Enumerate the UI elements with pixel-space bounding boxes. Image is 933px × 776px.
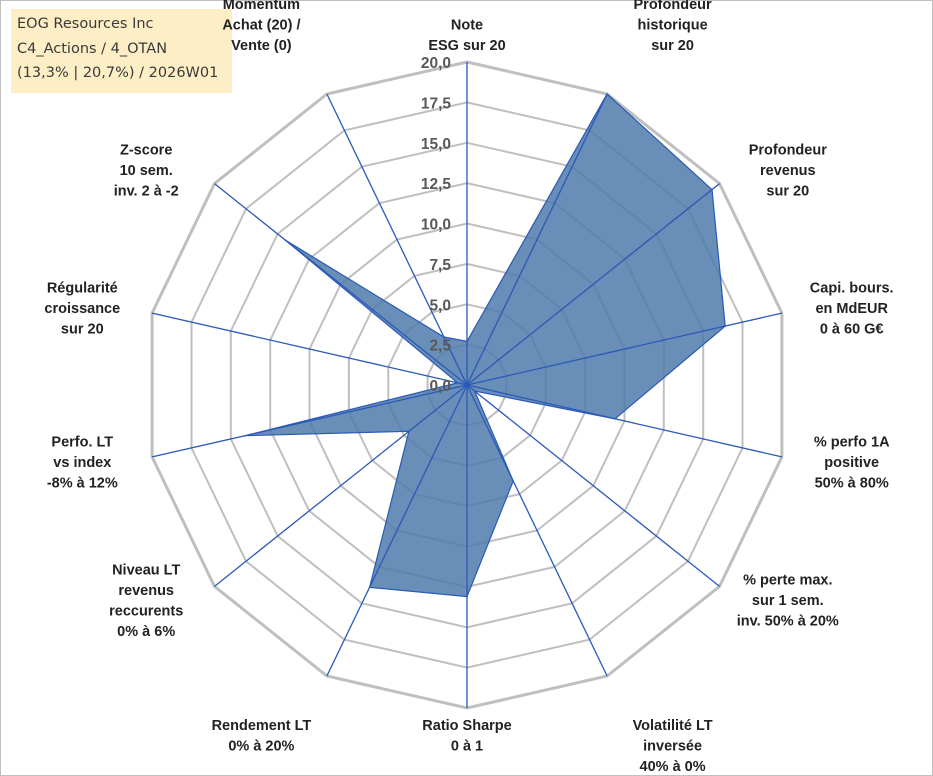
category-label-line: Note bbox=[451, 18, 483, 34]
category-label-line: Niveau LT bbox=[112, 562, 180, 578]
category-label-line: inv. 2 à -2 bbox=[114, 183, 179, 199]
category-label-line: croissance bbox=[44, 301, 120, 317]
category-label: Ratio Sharpe 0 à 1 bbox=[422, 718, 511, 755]
category-label: Rendement LT 0% à 20% bbox=[212, 718, 312, 755]
category-label-line: Régularité bbox=[47, 281, 118, 297]
category-label-line: -8% à 12% bbox=[47, 475, 118, 491]
category-label-line: 0% à 20% bbox=[228, 739, 294, 755]
category-label-line: Z-score bbox=[120, 142, 172, 158]
category-label-line: Profondeur bbox=[634, 0, 712, 13]
category-label-line: Perfo. LT bbox=[51, 434, 113, 450]
category-label: % perte max. sur 1 sem. inv. 50% à 20% bbox=[737, 573, 839, 630]
category-label-line: sur 1 sem. bbox=[752, 593, 824, 609]
axis-spoke bbox=[151, 384, 468, 458]
category-label-line: Momentum bbox=[223, 0, 300, 13]
category-label-line: % perte max. bbox=[743, 573, 832, 589]
category-label: Capi. bours. en MdEUR 0 à 60 G€ bbox=[810, 281, 894, 338]
category-label-line: sur 20 bbox=[61, 322, 104, 338]
category-label-line: revenus bbox=[760, 163, 816, 179]
axis-spoke bbox=[466, 384, 783, 458]
category-label-line: reccurents bbox=[109, 603, 183, 619]
category-label-line: Ratio Sharpe bbox=[422, 718, 511, 734]
series-area bbox=[244, 93, 726, 598]
axis-spoke bbox=[466, 312, 783, 386]
category-label-line: 50% à 80% bbox=[815, 475, 889, 491]
category-label-line: revenus bbox=[118, 583, 174, 599]
category-label-line: 40% à 0% bbox=[640, 759, 706, 775]
category-label-line: vs index bbox=[53, 455, 111, 471]
axis-spoke bbox=[466, 384, 720, 587]
category-label-line: % perfo 1A bbox=[814, 434, 890, 450]
axis-spoke bbox=[151, 312, 468, 386]
category-label-line: 0% à 6% bbox=[117, 624, 175, 640]
category-label: Perfo. LT vs index -8% à 12% bbox=[47, 434, 118, 491]
category-label: % perfo 1A positive 50% à 80% bbox=[814, 434, 890, 491]
category-label-line: 0 à 1 bbox=[451, 739, 483, 755]
company-name: EOG Resources Inc bbox=[17, 16, 154, 32]
title-box: EOG Resources Inc C4_Actions / 4_OTAN (1… bbox=[11, 9, 232, 93]
axis-spoke bbox=[326, 93, 468, 386]
category-label-line: sur 20 bbox=[766, 183, 809, 199]
category-label-line: 10 sem. bbox=[120, 163, 173, 179]
category-label-line: Profondeur bbox=[749, 142, 827, 158]
tick-label: 12,5 bbox=[421, 176, 452, 193]
category-label: Profondeur revenus sur 20 bbox=[749, 142, 827, 199]
tick-label: 20,0 bbox=[421, 55, 451, 72]
category-label-line: inversée bbox=[643, 739, 702, 755]
tick-label: 15,0 bbox=[421, 136, 451, 153]
series-layer bbox=[244, 93, 726, 598]
category-label-line: inv. 50% à 20% bbox=[737, 614, 839, 630]
axis-spoke bbox=[214, 384, 468, 587]
tick-label: 7,5 bbox=[429, 257, 451, 274]
category-label-line: en MdEUR bbox=[815, 301, 888, 317]
tick-label: 0,0 bbox=[429, 378, 451, 395]
category-label-line: Volatilité LT bbox=[633, 718, 713, 734]
axis-spoke bbox=[326, 384, 468, 677]
category-label: Volatilité LT inversée 40% à 0% bbox=[633, 718, 713, 775]
category-label: Note ESG sur 20 bbox=[428, 18, 505, 55]
category-label-line: 0 à 60 G€ bbox=[820, 322, 884, 338]
category-labels: Note ESG sur 20 Profondeur historique sur 20… bbox=[44, 0, 893, 775]
tick-label: 10,0 bbox=[421, 217, 451, 234]
tick-label: 5,0 bbox=[429, 297, 451, 314]
tick-labels: 0,0 2,5 5,0 7,5 10,0 12,5 15,0 17,5 20,0 bbox=[421, 55, 452, 395]
category-label-line: ESG sur 20 bbox=[428, 38, 505, 54]
category-label: Profondeur historique sur 20 bbox=[634, 0, 712, 54]
category-label-line: Vente (0) bbox=[231, 38, 292, 54]
axis-spoke bbox=[466, 93, 608, 386]
axis-spoke bbox=[466, 384, 608, 677]
category-label: Momentum Achat (20) / Vente (0) bbox=[222, 0, 300, 54]
category-label-line: Capi. bours. bbox=[810, 281, 894, 297]
category-label: Z-score 10 sem. inv. 2 à -2 bbox=[114, 142, 179, 199]
category-label-line: Rendement LT bbox=[212, 718, 312, 734]
score-summary: (13,3% | 20,7%) / 2026W01 bbox=[17, 65, 219, 81]
tick-label: 2,5 bbox=[429, 338, 451, 355]
category-label: Régularité croissance sur 20 bbox=[44, 281, 120, 338]
axis-layer bbox=[151, 62, 783, 708]
category-label-line: historique bbox=[638, 18, 708, 34]
axis-spoke bbox=[466, 183, 720, 386]
tick-label: 17,5 bbox=[421, 95, 452, 112]
category-label-line: positive bbox=[824, 455, 879, 471]
category-label-line: sur 20 bbox=[651, 38, 694, 54]
axis-spoke bbox=[214, 183, 468, 386]
category-label-line: Achat (20) / bbox=[222, 18, 300, 34]
category-label: Niveau LT revenus reccurents 0% à 6% bbox=[109, 562, 183, 640]
portfolio-name: C4_Actions / 4_OTAN bbox=[17, 40, 168, 57]
